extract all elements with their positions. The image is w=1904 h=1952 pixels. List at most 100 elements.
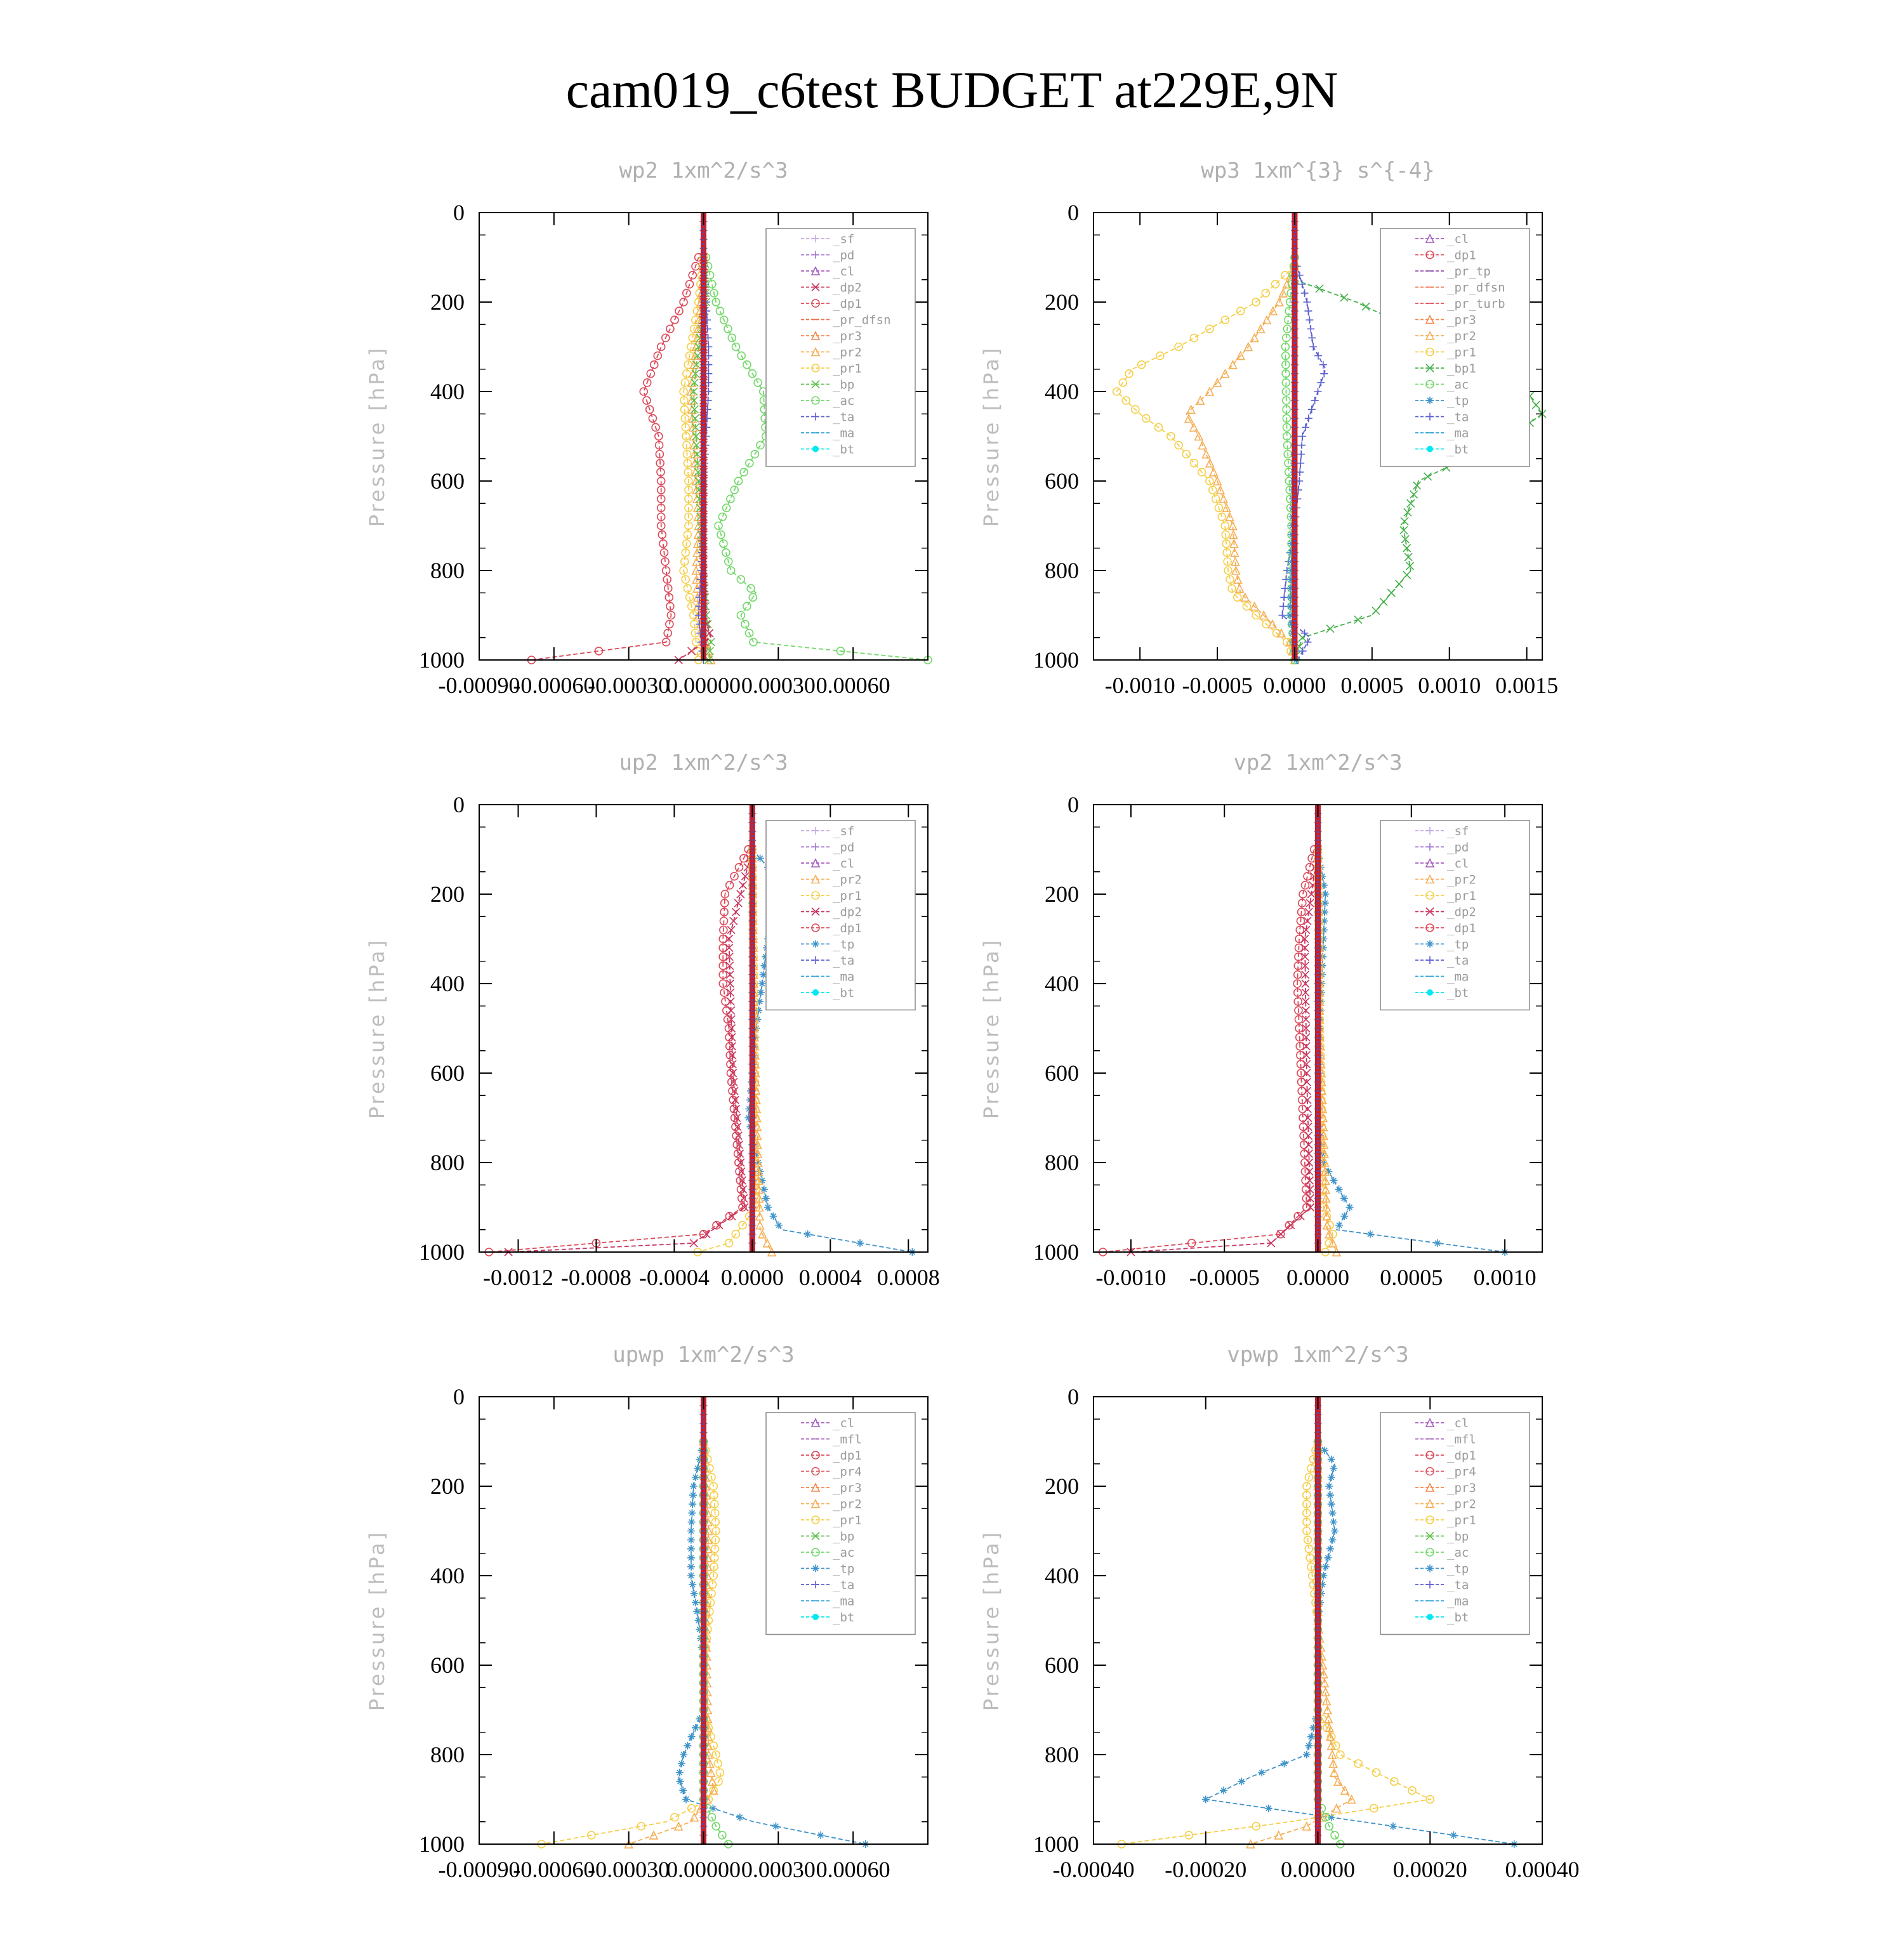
- data-point-tp: [755, 1006, 763, 1015]
- chart-panel-upwp: upwp 1xm^2/s^3 Pressure [hPa] 0 200 400 600 80…: [359, 1342, 993, 1952]
- legend: _sf _pd _cl _pr2 _pr1 _dp2_dp1 _tp _ta _ma _bt: [1380, 820, 1530, 1011]
- data-point-dp2: [715, 1221, 724, 1230]
- data-point-pr2: [1328, 1758, 1339, 1768]
- data-point-pr2: [1212, 378, 1222, 387]
- data-point-pr1: [1220, 315, 1230, 324]
- data-point-ac: [743, 602, 751, 611]
- data-point-bp: [692, 432, 701, 441]
- data-point-bp1: [1315, 284, 1324, 293]
- legend-marker-pd: [1426, 843, 1434, 851]
- data-point-dp2: [725, 979, 735, 988]
- data-point-dp1: [726, 1069, 736, 1078]
- legend-marker-ta: [1426, 956, 1434, 964]
- data-point-ac: [707, 1812, 717, 1822]
- x-tick-label: -0.0005: [1182, 673, 1253, 698]
- legend-marker-pr2: [1425, 331, 1435, 340]
- data-point-dp1: [664, 593, 674, 602]
- y-tick-label: 200: [430, 881, 465, 907]
- data-point-dp2: [1300, 944, 1309, 953]
- data-point-dp1: [736, 1176, 745, 1185]
- y-tick-label: 1000: [1033, 1239, 1079, 1265]
- data-point-dp1: [720, 890, 730, 899]
- data-point-pr1: [684, 485, 693, 494]
- data-point-tp: [1327, 1473, 1335, 1481]
- data-point-pr2: [1319, 1140, 1329, 1149]
- data-point-pr1: [1156, 351, 1165, 360]
- data-point-tp: [1286, 602, 1294, 610]
- data-point-pr2: [1234, 583, 1245, 593]
- data-point-dp1: [720, 899, 729, 907]
- data-point-tp: [1321, 1562, 1330, 1571]
- data-point-dp2: [725, 970, 734, 979]
- data-point-tp: [691, 1473, 699, 1481]
- data-point-ta: [1320, 369, 1328, 378]
- series-line-pr2: [690, 257, 712, 661]
- data-point-dp2: [1304, 907, 1313, 916]
- legend-label-tp: _tp: [833, 938, 854, 952]
- data-point-ta: [1301, 423, 1309, 432]
- data-point-ta: [1307, 406, 1316, 414]
- y-tick-label: 400: [1045, 1563, 1079, 1588]
- data-point-tp: [757, 989, 765, 997]
- data-point-pr1: [670, 1812, 679, 1822]
- series-line-pr2: [628, 1441, 715, 1845]
- legend-marker-ta: [812, 1581, 819, 1588]
- data-point-pr1: [710, 1500, 719, 1508]
- data-point-pr2: [1329, 1767, 1339, 1777]
- data-point-pr2: [1321, 1193, 1331, 1203]
- data-point-ac: [1330, 1831, 1339, 1840]
- data-point-ac: [726, 566, 736, 575]
- data-point-dp1: [732, 1131, 741, 1140]
- data-point-dp2: [705, 629, 714, 638]
- legend-marker-ac: [1425, 1548, 1434, 1557]
- data-point-dp2: [732, 1113, 741, 1123]
- legend-label-pr1: _pr1: [1447, 346, 1476, 360]
- legend-marker-dp1: [811, 923, 820, 932]
- series-line-pr2: [1186, 266, 1295, 661]
- data-point-ac: [750, 449, 760, 459]
- data-point-tp: [760, 1185, 768, 1194]
- legend-marker-tp: [1426, 940, 1434, 948]
- legend-marker-pr1: [811, 364, 820, 373]
- data-point-dp1: [658, 530, 667, 539]
- data-point-tp: [675, 1769, 684, 1777]
- data-point-pr1: [1174, 440, 1183, 450]
- data-point-pr1: [1222, 548, 1231, 557]
- data-point-tp: [1321, 1446, 1329, 1454]
- data-point-tp: [688, 1509, 696, 1517]
- data-point-pr2: [708, 1785, 718, 1795]
- data-point-bp1: [1405, 562, 1415, 570]
- data-point-dp2: [1304, 1140, 1313, 1149]
- legend-box: [765, 228, 916, 467]
- legend-label-cl: _cl: [1447, 232, 1469, 246]
- data-point-bp1: [1361, 302, 1370, 311]
- legend-marker-pr3: [810, 1482, 821, 1492]
- data-point-dp1: [1293, 961, 1303, 970]
- legend-label-ta: _ta: [1447, 954, 1469, 968]
- data-point-dp1: [656, 503, 666, 513]
- data-point-dp1: [661, 637, 671, 647]
- y-tick-label: 800: [1045, 1742, 1079, 1767]
- data-point-pr2: [1268, 306, 1278, 315]
- data-point-ac: [737, 351, 746, 360]
- data-point-pr1: [1302, 1508, 1311, 1518]
- legend: _cl _dp1 _pr_tp _pr_dfsn _pr_turb _pr3 _pr2 _pr…: [1380, 228, 1530, 467]
- chart-svg: wp2 1xm^2/s^3 Pressure [hPa] 0 200 400 600 800…: [365, 158, 932, 698]
- x-tick-label: 0.0010: [1418, 673, 1481, 698]
- x-tick-label: 0.00000: [1281, 1857, 1355, 1882]
- data-point-ta: [1300, 289, 1309, 297]
- data-point-dp2: [737, 1176, 746, 1185]
- data-point-dp2: [1301, 997, 1310, 1006]
- data-point-pr2: [1282, 279, 1292, 289]
- plot-area: [1117, 1396, 1518, 1849]
- data-point-ta: [1300, 629, 1309, 637]
- data-point-dp2: [689, 1239, 698, 1248]
- data-point-ta: [1303, 298, 1311, 306]
- data-point-pr2: [1347, 1794, 1356, 1804]
- data-point-dp1: [719, 925, 728, 935]
- legend-label-pr_turb: _pr_turb: [1447, 297, 1505, 311]
- data-point-dp2: [727, 1015, 736, 1024]
- data-point-dp2: [1296, 1212, 1305, 1221]
- data-point-pr1: [687, 342, 696, 352]
- data-point-dp2: [1302, 1051, 1311, 1060]
